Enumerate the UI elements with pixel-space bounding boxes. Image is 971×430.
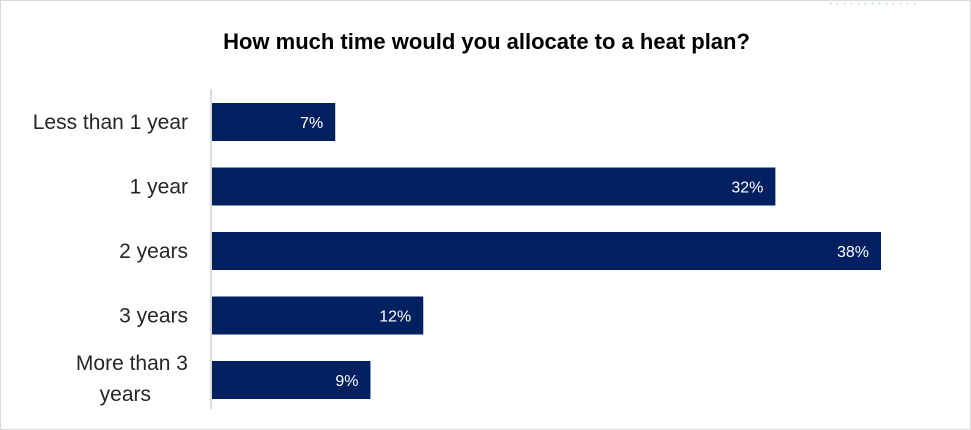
category-label: 3 years [119, 305, 188, 328]
data-label: 7% [300, 115, 323, 132]
category-label: More than 3 years [76, 352, 188, 406]
category-label-line: More than 3 [76, 352, 188, 375]
chart-title: How much time would you allocate to a he… [223, 29, 750, 54]
category-label: Less than 1 year [33, 111, 188, 134]
category-label-line: years [100, 383, 151, 406]
data-label: 38% [837, 244, 869, 261]
bar [212, 232, 881, 270]
data-label: 9% [335, 373, 358, 390]
data-label: 32% [731, 180, 763, 197]
bar [212, 296, 424, 335]
bar [212, 361, 371, 399]
category-label: 1 year [130, 176, 188, 199]
bar [212, 103, 336, 141]
decorative-dots [827, 1, 917, 6]
bar [212, 167, 776, 206]
category-label: 2 years [119, 240, 188, 263]
data-label: 12% [379, 309, 411, 326]
